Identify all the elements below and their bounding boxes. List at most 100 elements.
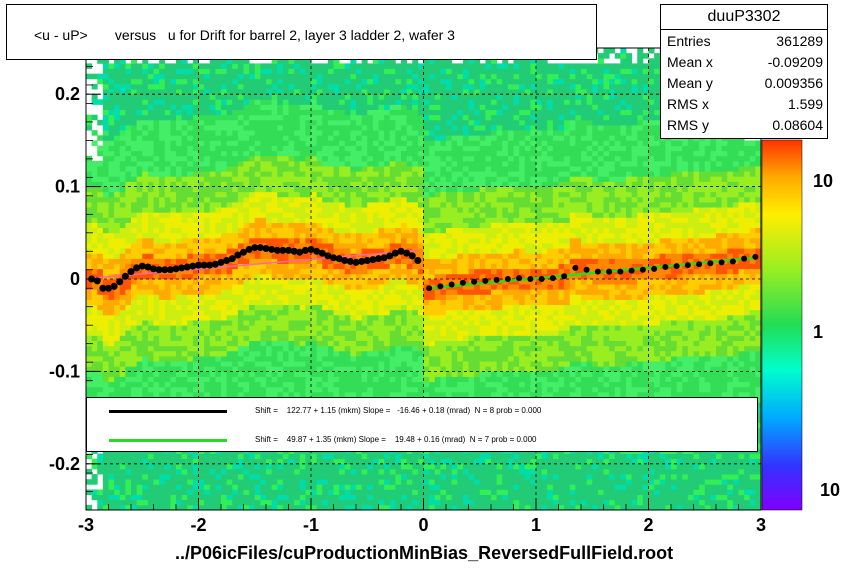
heatmap-cell (384, 381, 391, 388)
heatmap-cell (209, 68, 216, 75)
heatmap-cell (299, 176, 306, 182)
heatmap-cell (277, 212, 284, 218)
heatmap-cell (389, 181, 396, 187)
heatmap-cell (102, 458, 109, 465)
heatmap-cell (119, 104, 126, 110)
heatmap-cell (316, 391, 323, 398)
heatmap-cell (372, 94, 379, 100)
heatmap-cell (97, 135, 104, 141)
heatmap-cell (108, 345, 115, 352)
heatmap-cell (170, 258, 177, 264)
heatmap-cell (254, 232, 261, 239)
heatmap-cell (114, 78, 121, 85)
heatmap-cell (316, 371, 323, 377)
heatmap-cell (282, 222, 289, 229)
heatmap-cell (378, 499, 385, 506)
heatmap-cell (356, 504, 363, 511)
heatmap-cell (136, 468, 143, 475)
heatmap-cell (209, 114, 216, 121)
heatmap-cell (361, 181, 368, 187)
heatmap-cell (209, 212, 216, 218)
heatmap-cell (170, 345, 177, 352)
heatmap-cell (367, 222, 374, 229)
heatmap-cell (361, 109, 368, 116)
heatmap-cell (356, 237, 363, 244)
heatmap-cell (316, 78, 323, 85)
heatmap-cell (254, 94, 261, 100)
heatmap-cell (97, 330, 104, 336)
heatmap-cell (153, 294, 160, 300)
heatmap-cell (367, 371, 374, 377)
heatmap-cell (209, 463, 216, 470)
heatmap-cell (361, 273, 368, 280)
heatmap-cell (249, 279, 256, 285)
heatmap-cell (311, 109, 318, 116)
heatmap-cell (181, 227, 188, 234)
heatmap-cell (288, 58, 295, 64)
heatmap-cell (119, 484, 126, 490)
heatmap-cell (271, 356, 278, 362)
heatmap-cell (260, 314, 267, 321)
heatmap-cell (159, 314, 166, 321)
heatmap-cell (294, 391, 301, 398)
heatmap-cell (164, 340, 171, 347)
heatmap-cell (147, 119, 154, 126)
heatmap-cell (159, 212, 166, 218)
heatmap-cell (361, 227, 368, 234)
heatmap-cell (372, 484, 379, 490)
heatmap-cell (327, 453, 334, 460)
heatmap-cell (294, 289, 301, 295)
heatmap-cell (316, 237, 323, 244)
heatmap-cell (86, 222, 93, 229)
heatmap-cell (372, 119, 379, 126)
heatmap-cell (277, 243, 284, 249)
heatmap-cell (249, 335, 256, 341)
heatmap-cell (339, 325, 346, 331)
heatmap-cell (221, 232, 228, 239)
heatmap-cell (114, 391, 121, 398)
heatmap-cell (192, 499, 199, 506)
heatmap-cell (378, 181, 385, 187)
heatmap-cell (226, 268, 233, 275)
heatmap-cell (401, 222, 408, 229)
heatmap-cell (372, 155, 379, 162)
heatmap-cell (266, 176, 273, 182)
heatmap-cell (204, 371, 211, 377)
heatmap-cell (271, 284, 278, 290)
heatmap-cell (322, 243, 329, 249)
heatmap-cell (119, 463, 126, 470)
heatmap-cell (119, 330, 126, 336)
heatmap-cell (316, 335, 323, 341)
heatmap-cell (198, 309, 205, 316)
heatmap-cell (170, 304, 177, 311)
heatmap-cell (367, 114, 374, 121)
heatmap-cell (271, 186, 278, 193)
heatmap-cell (401, 350, 408, 357)
heatmap-cell (221, 78, 228, 85)
heatmap-cell (254, 499, 261, 506)
heatmap-cell (198, 83, 205, 90)
heatmap-cell (356, 94, 363, 100)
heatmap-cell (176, 207, 183, 213)
heatmap-cell (159, 227, 166, 234)
heatmap-cell (181, 361, 188, 367)
heatmap-cell (249, 89, 256, 95)
heatmap-cell (356, 135, 363, 141)
heatmap-cell (294, 181, 301, 187)
heatmap-cell (192, 253, 199, 259)
heatmap-cell (142, 376, 149, 383)
heatmap-cell (91, 222, 98, 229)
heatmap-cell (384, 294, 391, 300)
heatmap-cell (147, 463, 154, 470)
heatmap-cell (108, 458, 115, 465)
heatmap-cell (215, 484, 222, 490)
heatmap-cell (327, 325, 334, 331)
heatmap-cell (344, 237, 351, 244)
heatmap-cell (311, 176, 318, 182)
heatmap-cell (401, 376, 408, 383)
heatmap-cell (243, 458, 250, 465)
heatmap-cell (254, 237, 261, 244)
heatmap-cell (249, 145, 256, 152)
heatmap-cell (350, 89, 357, 95)
heatmap-cell (153, 335, 160, 341)
